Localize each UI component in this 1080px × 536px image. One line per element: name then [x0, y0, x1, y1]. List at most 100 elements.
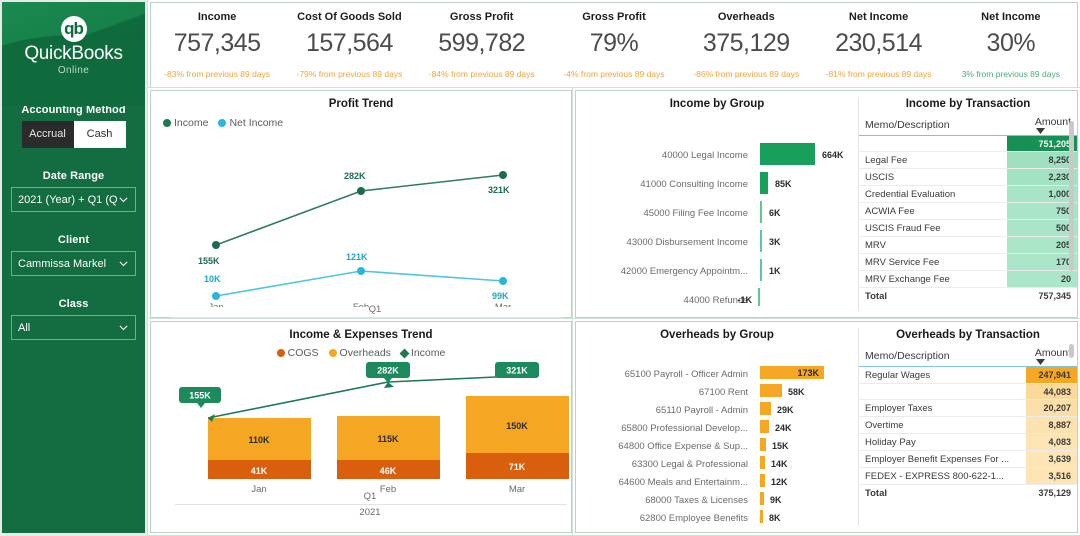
cell-memo [859, 383, 1026, 400]
axis-tick-label: Feb [380, 484, 396, 494]
cell-amount: 751,205 [1007, 135, 1077, 152]
table-row[interactable]: FEDEX - EXPRESS 800-622-1... 3,516 [859, 467, 1077, 485]
legend-swatch-icon [276, 349, 285, 357]
kpi-card[interactable]: Gross Profit 79% -4% from previous 89 da… [548, 3, 680, 87]
panel-divider [858, 97, 859, 311]
category-label: 63300 Legal & Professional [632, 459, 748, 470]
kpi-card[interactable]: Income 757,345 -83% from previous 89 day… [151, 3, 283, 87]
cell-memo: Employer Benefit Expenses For ... [859, 450, 1026, 468]
bar-value-label: 3K [769, 237, 781, 247]
legend-item-net-income[interactable]: Net Income [218, 117, 283, 129]
chevron-down-icon [119, 261, 128, 267]
legend-swatch-icon [163, 119, 171, 127]
kpi-delta: -81% from previous 89 days [825, 69, 932, 79]
accounting-method-cash[interactable]: Cash [73, 121, 126, 148]
table-row[interactable]: Credential Evaluation 1,000 [859, 185, 1077, 203]
table-scrollbar[interactable] [1069, 121, 1074, 271]
accounting-method-accrual[interactable]: Accrual [21, 121, 74, 148]
overheads-transaction-table[interactable]: Memo/Description Amount Regular Wages [859, 345, 1077, 501]
cell-amount: 170 [1007, 253, 1077, 271]
kpi-value: 157,564 [305, 29, 393, 57]
cell-amount: 500 [1007, 219, 1077, 237]
legend-swatch-icon [399, 348, 410, 358]
bar [760, 259, 762, 281]
kpi-card[interactable]: Net Income 230,514 -81% from previous 89… [812, 3, 944, 87]
client-select[interactable]: Cammissa Markel [11, 251, 136, 276]
point-label: 10K [204, 274, 221, 284]
cell-amount: 20,207 [1025, 399, 1077, 417]
table-row[interactable]: ACWIA Fee 750 [859, 202, 1077, 220]
axis-tick-label: Feb [353, 302, 369, 307]
legend-item-cogs[interactable]: COGS [276, 347, 319, 359]
cell-amount: 247,941 [1025, 366, 1077, 384]
bar-value-label: 15K [772, 441, 789, 451]
point-label: 99K [492, 291, 509, 301]
overheads-by-group-chart[interactable]: 65100 Payroll - Officer Admin 67100 Rent… [576, 341, 858, 523]
kpi-card[interactable]: Cost Of Goods Sold 157,564 -79% from pre… [283, 3, 415, 87]
category-label: 65100 Payroll - Officer Admin [625, 369, 748, 380]
column-header-memo[interactable]: Memo/Description [865, 350, 950, 362]
table-row[interactable]: 751,205 [859, 135, 1077, 152]
profit-trend-chart[interactable]: 155K 282K 321K 10K 121K 99K Jan Feb Mar [151, 129, 571, 307]
kpi-card[interactable]: Overheads 375,129 -86% from previous 89 … [680, 3, 812, 87]
kpi-card[interactable]: Net Income 30% 3% from previous 89 days [945, 3, 1077, 87]
cell-memo: ACWIA Fee [859, 202, 1008, 220]
table-row[interactable]: Holiday Pay 4,083 [859, 433, 1077, 451]
cell-amount: 20 [1007, 270, 1077, 288]
column-header-amount[interactable]: Amount [1007, 114, 1077, 136]
table-row[interactable]: 44,083 [859, 383, 1077, 400]
profit-trend-title: Profit Trend [328, 98, 394, 110]
table-row[interactable]: Regular Wages 247,941 [859, 366, 1077, 384]
table-row[interactable]: USCIS 2,230 [859, 168, 1077, 186]
category-label: 42000 Emergency Appointm... [621, 266, 748, 277]
table-row[interactable]: MRV 205 [859, 236, 1077, 254]
legend-item-income[interactable]: Income [163, 117, 208, 129]
income-expenses-legend: COGS Overheads Income [151, 347, 571, 359]
column-header-amount[interactable]: Amount [1026, 345, 1077, 367]
table-row[interactable]: Employer Benefit Expenses For ... 3,639 [859, 450, 1077, 468]
cell-memo: Holiday Pay [859, 433, 1026, 451]
table-row[interactable]: Legal Fee 8,250 [859, 151, 1077, 169]
bar-segment-label: 41K [251, 466, 268, 476]
category-label: 64800 Office Expense & Sup... [618, 441, 748, 452]
kpi-card[interactable]: Gross Profit 599,782 -84% from previous … [416, 3, 548, 87]
axis-tick-label: Mar [495, 302, 511, 307]
class-label: Class [58, 298, 89, 310]
table-row[interactable]: USCIS Fraud Fee 500 [859, 219, 1077, 237]
legend-label: Income [174, 117, 209, 129]
bar-value-label: 24K [775, 423, 792, 433]
income-transaction-table[interactable]: Memo/Description Amount [859, 114, 1077, 304]
bar [760, 366, 824, 379]
class-select[interactable]: All [11, 315, 136, 340]
total-amount: 757,345 [1007, 287, 1077, 304]
date-range-select[interactable]: 2021 (Year) + Q1 (Quar... [11, 187, 136, 212]
bar [760, 143, 815, 165]
legend-item-overheads[interactable]: Overheads [328, 347, 391, 359]
table-row[interactable]: Overtime 8,887 [859, 416, 1077, 434]
income-by-group-chart[interactable]: 40000 Legal Income 41000 Consulting Inco… [576, 110, 858, 306]
cell-amount: 8,887 [1025, 416, 1077, 434]
table-row[interactable]: MRV Service Fee 170 [859, 253, 1077, 271]
callout-label: 155K [189, 391, 211, 401]
accounting-method-toggle[interactable]: Accrual Cash [2, 121, 145, 148]
point-label: 282K [344, 171, 366, 181]
axis-group-quarter: Q1 [363, 491, 377, 502]
cell-memo: Regular Wages [859, 366, 1026, 384]
kpi-delta: -86% from previous 89 days [693, 69, 800, 79]
table-scrollbar[interactable] [1069, 344, 1074, 358]
income-expenses-chart[interactable]: 41K 110K 46K 115K 71K 150K 155K [151, 359, 571, 494]
category-label: 62800 Employee Benefits [640, 513, 749, 523]
kpi-label: Income [197, 11, 237, 23]
bar [760, 510, 763, 523]
legend-item-income[interactable]: Income [399, 347, 445, 359]
column-header-memo[interactable]: Memo/Description [865, 119, 950, 131]
bar-value-label: 12K [771, 477, 788, 487]
table-row[interactable]: MRV Exchange Fee 20 [859, 270, 1077, 288]
legend-label: COGS [287, 347, 319, 359]
class-value: All [18, 321, 31, 334]
overheads-panel: Overheads by Group 65100 Payroll - Offic… [575, 321, 1078, 533]
cell-amount: 8,250 [1007, 151, 1077, 169]
table-row[interactable]: Employer Taxes 20,207 [859, 399, 1077, 417]
kpi-label: Gross Profit [582, 11, 646, 23]
cell-amount: 1,000 [1007, 185, 1077, 203]
